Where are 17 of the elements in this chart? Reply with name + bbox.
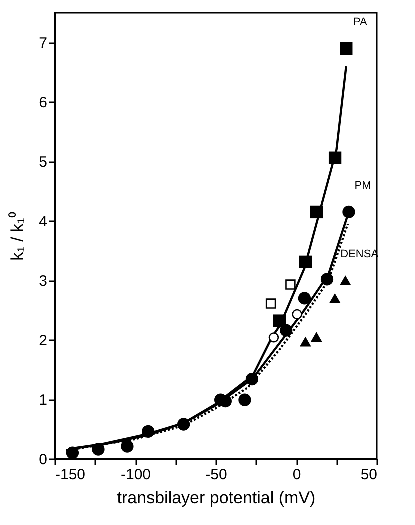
x-tick-label: -50 xyxy=(206,466,228,484)
y-axis-title: k₁ / k₁⁰ xyxy=(8,212,28,261)
x-tick-label: 0 xyxy=(292,466,302,484)
x-axis-title: transbilayer potential (mV) xyxy=(117,488,316,508)
series-label: PA xyxy=(353,16,368,29)
y-tick-label: 3 xyxy=(39,273,48,290)
y-tick-label: 1 xyxy=(39,392,48,410)
y-tick-label: 5 xyxy=(39,154,48,172)
y-tick-label: 4 xyxy=(39,214,48,231)
x-tick-label: -150 xyxy=(56,466,86,484)
y-tick-label: 0 xyxy=(39,452,48,468)
y-tick-label: 2 xyxy=(39,332,48,350)
x-tick-label: 50 xyxy=(360,466,378,484)
x-tick-label: -100 xyxy=(120,466,152,484)
series-label: PM xyxy=(354,180,372,192)
y-tick-label: 7 xyxy=(39,35,48,52)
y-tick-label: 6 xyxy=(39,94,48,112)
